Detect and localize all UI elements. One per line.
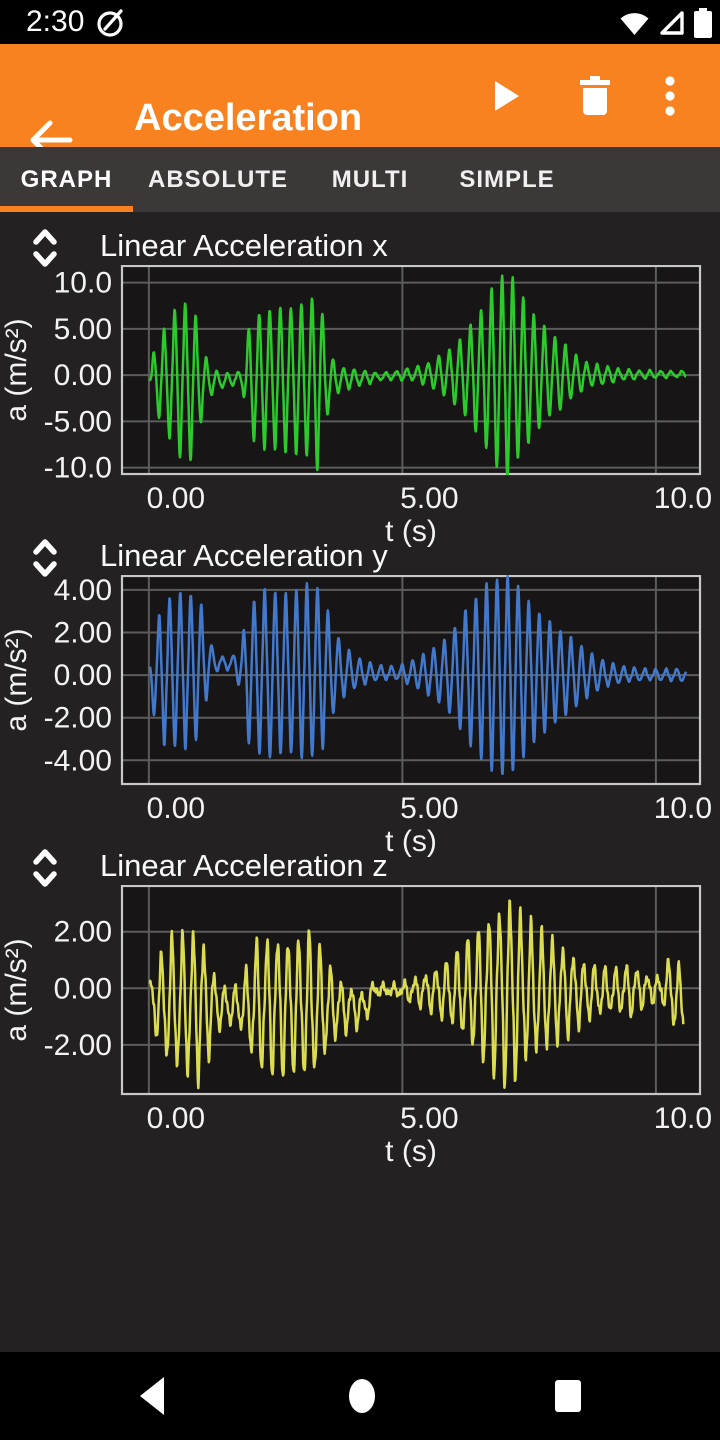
plot-frame <box>120 265 702 476</box>
y-tick-label: -5.00 <box>44 405 112 438</box>
x-tick-label: 0.00 <box>147 482 205 515</box>
battery-icon <box>694 8 712 43</box>
y-axis-label: a (m/s²) <box>0 938 33 1041</box>
plot-area-z[interactable]: 2.00 0.00 -2.00 0.00 5.00 10.0 t (s) a (m/s²) <box>0 885 720 1170</box>
android-nav-bar <box>0 1352 720 1440</box>
y-tick-label: 4.00 <box>54 575 112 607</box>
app-bar: Acceleration (without g) <box>0 44 720 184</box>
plot-frame <box>120 575 702 786</box>
tab-graph-label: GRAPH <box>20 165 113 193</box>
nav-recents-icon[interactable] <box>555 1352 581 1440</box>
phyphox-notification-icon <box>96 8 126 43</box>
tab-bar: GRAPH ABSOLUTE MULTI SIMPLE <box>0 147 720 212</box>
trace-x <box>148 274 687 475</box>
chart-title: Linear Acceleration z <box>100 848 388 883</box>
y-tick-label: 0.00 <box>54 359 112 392</box>
y-tick-label: 2.00 <box>54 617 112 650</box>
tab-absolute[interactable]: ABSOLUTE <box>133 147 303 212</box>
tab-multi[interactable]: MULTI <box>303 147 437 212</box>
x-axis-label: t (s) <box>385 1135 437 1168</box>
unfold-more-icon[interactable] <box>30 226 60 275</box>
chart-title: Linear Acceleration y <box>100 538 388 573</box>
unfold-more-icon[interactable] <box>30 846 60 895</box>
selected-tab-indicator <box>0 206 133 212</box>
x-axis-label: t (s) <box>385 515 437 548</box>
y-tick-label: 2.00 <box>54 916 112 949</box>
experiment-title-line1: Acceleration <box>134 97 363 139</box>
plot-background <box>122 575 700 785</box>
y-tick-label: -2.00 <box>44 1029 112 1062</box>
chart-linear-acceleration-x: Linear Acceleration x 10.0 5.00 0.00 -5.00 -… <box>0 222 720 548</box>
chart-title: Linear Acceleration x <box>100 228 388 263</box>
y-tick-label: 0.00 <box>54 972 112 1005</box>
y-tick-label: -2.00 <box>44 702 112 735</box>
x-tick-label: 10.0 <box>654 482 712 515</box>
y-tick-label: -10.0 <box>44 452 112 485</box>
plot-area-x[interactable]: 10.0 5.00 0.00 -5.00 -10.0 0.00 5.00 10.0 t (s) a… <box>0 265 720 550</box>
plot-background <box>122 265 700 475</box>
wifi-icon <box>619 10 650 41</box>
x-tick-label: 5.00 <box>400 792 458 825</box>
x-axis-label: t (s) <box>385 825 437 858</box>
tab-multi-label: MULTI <box>331 165 409 193</box>
x-tick-label: 0.00 <box>147 1102 205 1135</box>
tab-simple[interactable]: SIMPLE <box>437 147 577 212</box>
x-tick-label: 5.00 <box>400 482 458 515</box>
y-tick-label: 5.00 <box>54 313 112 346</box>
x-tick-label: 10.0 <box>654 792 712 825</box>
delete-button[interactable] <box>578 44 612 147</box>
y-tick-label: -4.00 <box>44 744 112 777</box>
y-axis-label: a (m/s²) <box>0 318 33 421</box>
status-time: 2:30 <box>26 5 85 38</box>
tab-absolute-label: ABSOLUTE <box>148 165 288 193</box>
nav-back-icon[interactable] <box>139 1352 165 1440</box>
x-tick-label: 0.00 <box>147 792 205 825</box>
cell-signal-icon <box>659 10 685 41</box>
x-tick-label: 10.0 <box>654 1102 712 1135</box>
y-tick-label: 10.0 <box>54 267 112 300</box>
y-axis-label: a (m/s²) <box>0 628 33 731</box>
play-button[interactable] <box>494 44 520 147</box>
overflow-menu-button[interactable] <box>664 44 676 147</box>
plot-frame <box>120 885 702 1096</box>
plot-area-y[interactable]: 4.00 2.00 0.00 -2.00 -4.00 0.00 5.00 10.0 t (s) a… <box>0 575 720 860</box>
status-bar: 2:30 <box>0 0 720 44</box>
tab-simple-label: SIMPLE <box>459 165 555 193</box>
nav-home-icon[interactable] <box>346 1352 378 1440</box>
trace-y <box>148 575 688 776</box>
tab-graph[interactable]: GRAPH <box>0 147 133 212</box>
unfold-more-icon[interactable] <box>30 536 60 585</box>
x-tick-label: 5.00 <box>400 1102 458 1135</box>
chart-linear-acceleration-y: Linear Acceleration y 4.00 2.00 0.00 -2.00 -… <box>0 532 720 858</box>
y-tick-label: 0.00 <box>54 659 112 692</box>
trace-z <box>148 899 685 1090</box>
chart-linear-acceleration-z: Linear Acceleration z 2.00 0.00 -2.00 0.00 5… <box>0 842 720 1168</box>
